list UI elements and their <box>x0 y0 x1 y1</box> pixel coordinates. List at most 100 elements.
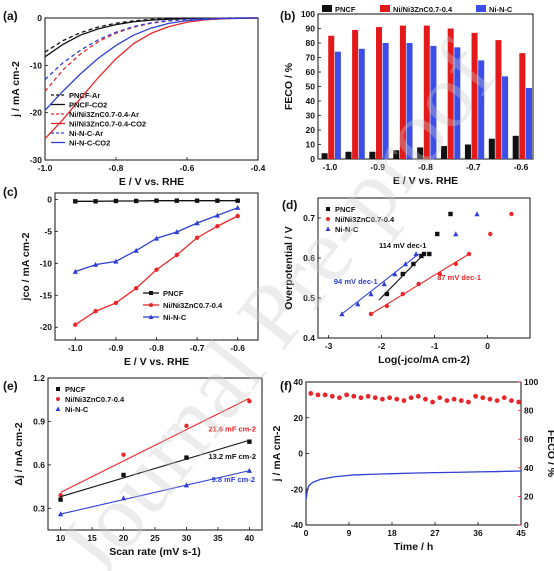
y-axis-label: FECO / % <box>283 62 295 110</box>
y-axis-label: Overpotential / V <box>283 226 295 309</box>
legend-marker <box>326 207 330 211</box>
y-right-tick-label: 20 <box>524 491 534 501</box>
x-tick-label: -0.6 <box>180 163 195 173</box>
x-tick-label: -2 <box>378 341 386 351</box>
legend-marker <box>56 397 60 401</box>
legend-marker <box>325 226 331 231</box>
series-ni-n-c-point <box>93 261 99 267</box>
y-tick-label: 30 <box>306 111 316 121</box>
y-tick-label: 100 <box>301 9 315 19</box>
x-axis-label: E / V vs. RHE <box>119 176 184 188</box>
series-feco-point <box>480 395 486 401</box>
legend-entry: PNCF <box>65 385 86 394</box>
series-pncf-point <box>58 497 63 502</box>
series-feco-point <box>322 392 328 398</box>
series-feco-point <box>466 399 471 405</box>
series-ni-ni3znc0-7-0-4-ar-line <box>44 17 259 92</box>
legend-marker <box>326 217 330 221</box>
bar-pncf <box>464 144 471 159</box>
series-feco-point <box>437 395 443 401</box>
series-ni-n-c-point <box>235 204 241 210</box>
x-tick-label: 35 <box>213 533 223 543</box>
legend-swatch <box>322 5 332 12</box>
legend-entry: Ni/Ni3ZnC0.7-0.4 <box>393 5 453 14</box>
series-feco-point <box>451 396 457 402</box>
series-ni-ni3znc0-7-0-4-point <box>134 286 139 291</box>
legend-entry: Ni/Ni3ZnC0.7-0.4-Ar <box>69 110 139 119</box>
x-tick-label: -0.7 <box>466 162 481 172</box>
series-feco-point <box>430 399 436 405</box>
y-tick-label: 50 <box>306 82 316 92</box>
slope-annotation: 9.8 mF cm-2 <box>212 475 255 484</box>
series-ni-n-c-point <box>72 268 78 274</box>
series-pncf-point <box>247 439 252 444</box>
bar-ni-ni3znc0-7-0-4 <box>495 40 502 159</box>
series-ni-ni3znc0-7-0-4-point <box>194 235 200 240</box>
x-tick-label: 15 <box>87 533 97 543</box>
y-tick-label: 0 <box>298 449 303 459</box>
series-ni-ni3znc0-7-0-4-point <box>121 452 126 457</box>
fit-line <box>341 253 420 315</box>
legend-entry: PNCF <box>335 5 356 14</box>
plot-frame <box>44 17 259 161</box>
y-tick-label: -15 <box>40 290 53 300</box>
y-tick-label: -10 <box>40 258 53 268</box>
series-pncf-point <box>448 211 453 217</box>
series-feco-point <box>329 393 335 399</box>
series-pncf-point <box>427 251 432 257</box>
x-tick-label: -0.8 <box>149 343 164 353</box>
y-tick-label: 40 <box>294 377 304 387</box>
bar-ni-n-c <box>525 87 533 159</box>
series-ni-ni3znc0-7-0-4-point <box>154 267 159 272</box>
bar-ni-n-c <box>358 48 365 159</box>
x-tick-label: 27 <box>430 528 440 538</box>
x-tick-label: -0.9 <box>109 343 124 353</box>
y-right-axis-label: FECO / % <box>545 430 554 478</box>
series-feco-point <box>337 395 342 401</box>
bar-ni-ni3znc0-7-0-4 <box>423 25 430 159</box>
bar-ni-ni3znc0-7-0-4 <box>471 32 478 159</box>
panel-label: (c) <box>3 185 18 199</box>
x-axis-label: Log(-jco/mA cm-2) <box>378 354 470 366</box>
series-ni-n-c-point <box>133 247 139 253</box>
y-tick-label: 0.3 <box>33 503 45 513</box>
x-tick-label: -3 <box>325 341 333 351</box>
bar-ni-n-c <box>502 76 509 159</box>
panel-label: (d) <box>282 198 297 212</box>
y-tick-label: 90 <box>306 24 316 34</box>
legend-entry: Ni/Ni3ZnC0.7-0.4 <box>163 301 223 310</box>
series-feco-point <box>308 391 314 396</box>
x-tick-label: -0.9 <box>370 162 385 172</box>
bar-pncf <box>512 135 519 159</box>
x-tick-label: -1.0 <box>68 343 83 353</box>
panel-label: (e) <box>3 379 18 393</box>
legend-entry: PNCF <box>335 205 356 214</box>
fit-line <box>60 397 250 493</box>
panel-label: (a) <box>3 9 18 23</box>
x-tick-label: -1 <box>431 341 439 351</box>
series-ni-n-c-point <box>392 271 398 277</box>
series-feco-point <box>444 398 450 403</box>
x-tick-label: -0.8 <box>418 162 433 172</box>
series-pncf-point <box>113 198 119 204</box>
series-feco-point <box>365 393 371 399</box>
y-axis-label: j / mA cm-2 <box>271 426 283 483</box>
series-feco-point <box>387 395 393 401</box>
series-ni-ni3znc0-7-0-4-point <box>93 309 98 314</box>
slope-annotation: 87 mV dec-1 <box>437 273 481 282</box>
series-ni-n-c-point <box>474 211 480 217</box>
y-tick-label: 60 <box>306 67 316 77</box>
series-feco-point <box>501 395 507 401</box>
series-pncf-point <box>174 198 179 203</box>
watermark: Journal Pre-proof <box>36 25 515 571</box>
series-feco-point <box>509 398 514 403</box>
y-axis-label: jco / mA cm-2 <box>20 232 32 301</box>
series-ni-n-c-point <box>174 229 180 235</box>
bar-ni-n-c <box>382 43 389 159</box>
x-tick-label: -0.6 <box>514 162 529 172</box>
y-tick-label: 1.2 <box>33 373 45 383</box>
legend-marker <box>149 291 153 295</box>
series-ni-ni3znc0-7-0-4-point <box>73 322 78 327</box>
y-tick-label: -40 <box>291 520 304 530</box>
